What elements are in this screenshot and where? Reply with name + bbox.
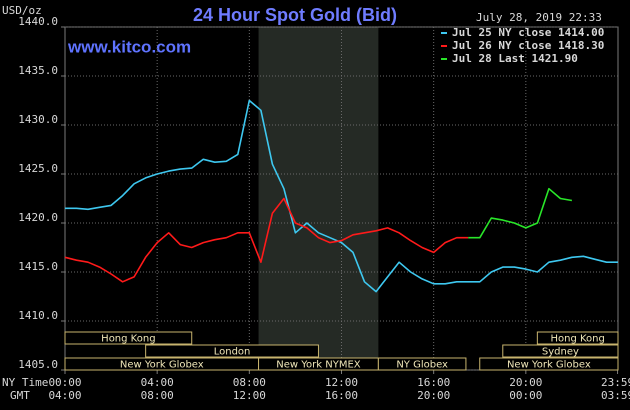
x-axis-label: NY Time	[2, 376, 48, 389]
x-tick-label: 00:00	[48, 376, 81, 389]
session-label: Hong Kong	[101, 334, 155, 345]
x-tick-label: 04:00	[141, 376, 174, 389]
y-tick-label: 1415.0	[18, 260, 58, 273]
x-tick-label: 12:00	[325, 376, 358, 389]
y-unit: USD/oz	[2, 4, 42, 17]
session-shade	[258, 27, 379, 370]
session-label: Hong Kong	[550, 334, 604, 345]
series-line	[65, 99, 618, 293]
x-axis-label: GMT	[10, 389, 30, 402]
chart-title: 24 Hour Spot Gold (Bid)	[193, 5, 397, 25]
x-tick-label-gmt: 16:00	[325, 389, 358, 402]
session-bar	[377, 357, 467, 371]
session-label: New York NYMEX	[276, 360, 361, 371]
x-tick-label-gmt: 04:00	[48, 389, 81, 402]
session-label: NY Globex	[396, 360, 448, 371]
series-line	[468, 187, 573, 239]
series-line	[64, 197, 469, 283]
legend-label: Jul 28 Last 1421.90	[452, 52, 578, 65]
x-tick-label-gmt: 08:00	[141, 389, 174, 402]
y-tick-label: 1430.0	[18, 113, 58, 126]
legend-label: Jul 26 NY close 1418.30	[452, 39, 604, 52]
x-tick-label-gmt: 12:00	[233, 389, 266, 402]
y-tick-label: 1435.0	[18, 64, 58, 77]
session-bar	[502, 344, 619, 358]
x-tick-label-gmt: 03:59	[601, 389, 630, 402]
session-bar	[479, 357, 619, 371]
y-tick-label: 1420.0	[18, 211, 58, 224]
x-tick-label: 08:00	[233, 376, 266, 389]
timestamp: July 28, 2019 22:33	[476, 11, 602, 24]
y-tick-label: 1405.0	[18, 358, 58, 371]
session-label: London	[214, 347, 251, 358]
x-tick-label: 16:00	[417, 376, 450, 389]
legend-label: Jul 25 NY close 1414.00	[452, 26, 604, 39]
session-bar	[145, 344, 319, 358]
y-tick-label: 1425.0	[18, 162, 58, 175]
source: www.kitco.com	[67, 37, 191, 56]
y-tick-label: 1440.0	[18, 15, 58, 28]
x-tick-label-gmt: 20:00	[417, 389, 450, 402]
session-label: New York Globex	[507, 360, 591, 371]
session-bar	[536, 331, 619, 345]
x-tick-label: 20:00	[509, 376, 542, 389]
x-tick-label: 23:59	[601, 376, 630, 389]
x-tick-label-gmt: 00:00	[509, 389, 542, 402]
session-label: New York Globex	[120, 360, 204, 371]
session-label: Sydney	[542, 347, 579, 358]
y-tick-label: 1410.0	[18, 309, 58, 322]
session-bar	[64, 331, 193, 345]
